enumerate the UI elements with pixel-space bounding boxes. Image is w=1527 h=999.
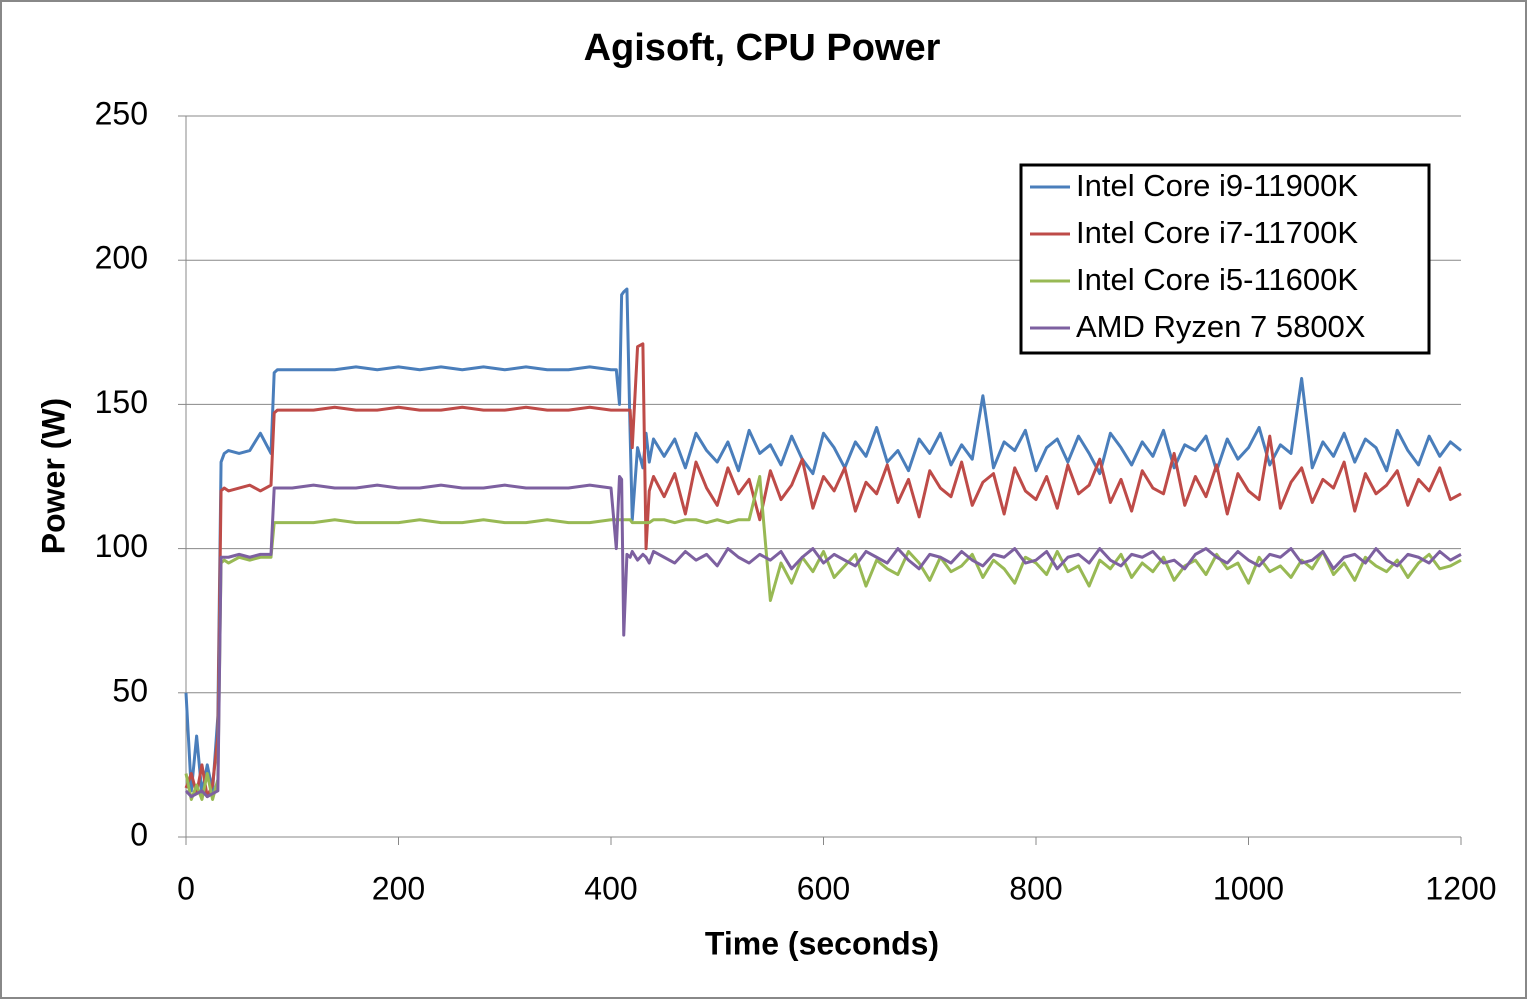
legend-label: Intel Core i5-11600K <box>1076 262 1358 297</box>
x-tick-label: 200 <box>372 870 425 906</box>
y-tick-label: 200 <box>95 240 148 276</box>
x-tick-label: 0 <box>177 870 195 906</box>
legend-label: AMD Ryzen 7 5800X <box>1076 309 1366 344</box>
x-axis-title: Time (seconds) <box>705 925 939 961</box>
legend-box <box>1019 163 1431 355</box>
x-tick-label: 600 <box>797 870 850 906</box>
x-tick-label: 400 <box>584 870 637 906</box>
legend-label: Intel Core i9-11900K <box>1076 168 1358 203</box>
chart-title: Agisoft, CPU Power <box>584 27 941 69</box>
x-tick-label: 1000 <box>1213 870 1284 906</box>
y-tick-label: 100 <box>95 528 148 564</box>
series-line <box>184 475 1462 802</box>
x-tick-label: 1200 <box>1425 870 1496 906</box>
y-tick-label: 250 <box>95 95 148 131</box>
series-line <box>184 287 1462 796</box>
legend-label: Intel Core i7-11700K <box>1076 215 1358 250</box>
series-line <box>184 342 1462 799</box>
x-tick-label: 800 <box>1009 870 1062 906</box>
y-tick-label: 150 <box>95 384 148 420</box>
y-tick-label: 50 <box>112 672 148 708</box>
y-tick-label: 0 <box>130 816 148 852</box>
y-axis-title: Power (W) <box>35 398 71 554</box>
series-line <box>184 475 1462 799</box>
